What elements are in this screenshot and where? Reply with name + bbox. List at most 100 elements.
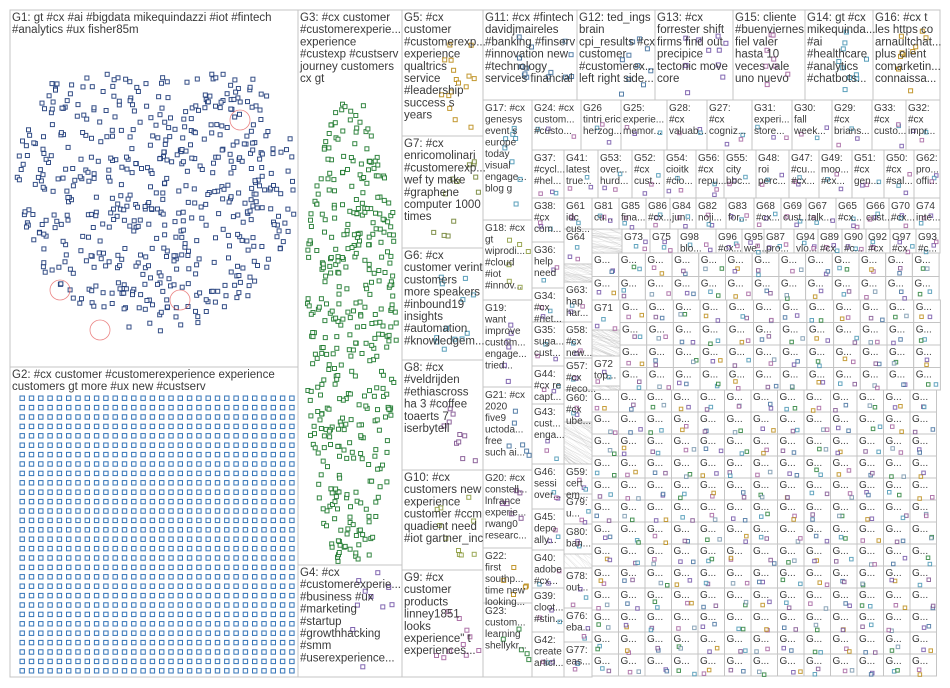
node-vertex xyxy=(47,658,53,665)
node-vertex xyxy=(31,140,37,146)
group-label-small: G... xyxy=(727,612,743,623)
group-label-small: G... xyxy=(702,302,718,313)
node-vertex xyxy=(203,222,209,228)
node-vertex xyxy=(19,574,25,580)
node-vertex xyxy=(149,536,156,542)
node-vertex xyxy=(279,395,286,401)
node-vertex xyxy=(744,580,750,586)
node-vertex xyxy=(131,630,137,636)
node-vertex xyxy=(656,336,661,341)
group-label-g57-line: #cx xyxy=(566,373,582,384)
node-vertex xyxy=(691,359,696,365)
node-vertex xyxy=(143,254,149,260)
group-label-g79-line: G79: xyxy=(566,497,588,508)
node-vertex xyxy=(205,508,211,514)
node-vertex xyxy=(103,574,109,580)
group-label-small: G... xyxy=(621,524,637,535)
node-vertex xyxy=(84,536,90,542)
group-label-small: G... xyxy=(859,414,875,425)
node-vertex xyxy=(456,80,461,86)
node-vertex xyxy=(703,446,709,451)
node-vertex xyxy=(161,245,167,251)
node-vertex xyxy=(205,574,211,580)
node-vertex xyxy=(279,649,286,655)
node-vertex xyxy=(918,474,924,479)
node-vertex xyxy=(121,423,128,430)
node-vertex xyxy=(43,217,49,223)
node-vertex xyxy=(112,555,118,561)
node-vertex xyxy=(849,495,854,500)
node-vertex xyxy=(140,668,146,674)
group-label-g23-line: learning xyxy=(485,629,521,640)
node-vertex xyxy=(140,574,146,580)
node-vertex xyxy=(270,555,277,561)
node-vertex xyxy=(84,75,90,81)
node-vertex xyxy=(595,646,600,652)
node-vertex xyxy=(756,268,761,273)
group-label-small: G... xyxy=(809,302,825,313)
node-vertex xyxy=(169,159,175,165)
node-vertex xyxy=(755,472,760,478)
node-vertex xyxy=(279,639,286,646)
node-vertex xyxy=(186,480,193,486)
node-vertex xyxy=(24,153,30,158)
node-vertex xyxy=(28,555,35,561)
group-label-g63-line: hap xyxy=(566,297,583,308)
node-vertex xyxy=(205,192,211,197)
node-vertex xyxy=(555,534,561,539)
group-label-g3-line: journey customers xyxy=(299,61,394,73)
node-vertex xyxy=(866,492,871,498)
node-vertex xyxy=(732,363,738,368)
node-vertex xyxy=(215,154,221,160)
node-vertex xyxy=(930,603,936,609)
node-vertex xyxy=(149,395,156,401)
node-vertex xyxy=(351,455,357,461)
node-vertex xyxy=(131,564,137,571)
node-vertex xyxy=(895,644,901,650)
group-label-small: G... xyxy=(806,414,822,425)
node-vertex xyxy=(53,87,58,93)
node-vertex xyxy=(233,649,239,655)
node-vertex xyxy=(612,451,617,456)
node-vertex xyxy=(121,555,128,561)
group-label-g8-line: iserbytell xyxy=(404,423,449,435)
group-label-g82-line: noji... xyxy=(698,213,722,224)
node-vertex xyxy=(607,448,613,453)
group-label-small: G... xyxy=(859,436,875,447)
node-vertex xyxy=(233,508,239,514)
node-vertex xyxy=(47,489,53,495)
group-label-g74-line: inte... xyxy=(916,213,940,224)
group-cell-g23 xyxy=(482,602,533,678)
node-vertex xyxy=(93,658,100,665)
node-vertex xyxy=(196,611,202,618)
node-vertex xyxy=(314,248,320,253)
node-vertex xyxy=(205,414,211,420)
node-vertex xyxy=(47,442,53,448)
node-vertex xyxy=(733,294,738,299)
node-vertex xyxy=(838,381,843,386)
group-label-g7-line: #customerexp... xyxy=(404,162,486,174)
node-vertex xyxy=(863,650,868,655)
node-vertex xyxy=(224,564,230,571)
node-vertex xyxy=(363,506,369,512)
node-vertex xyxy=(177,630,184,636)
node-vertex xyxy=(810,512,815,517)
group-label-small: G... xyxy=(674,612,690,623)
node-vertex xyxy=(93,602,100,608)
node-vertex xyxy=(147,142,153,148)
node-vertex xyxy=(179,252,185,258)
node-vertex xyxy=(56,451,63,458)
group-label-g33-line: custo... xyxy=(874,126,906,137)
group-label-g10-line: G10: #cx xyxy=(404,472,450,484)
group-label-small: G... xyxy=(833,546,849,557)
node-vertex xyxy=(768,361,774,366)
node-vertex xyxy=(684,474,689,479)
node-vertex xyxy=(718,448,724,454)
group-label-g20-line: G20: #cx xyxy=(485,473,525,484)
node-vertex xyxy=(140,451,146,458)
node-vertex xyxy=(386,200,392,206)
group-label-g17-line: genesys xyxy=(485,115,522,126)
group-cell-g16 xyxy=(872,9,941,101)
node-vertex xyxy=(56,480,63,486)
node-vertex xyxy=(140,611,146,618)
